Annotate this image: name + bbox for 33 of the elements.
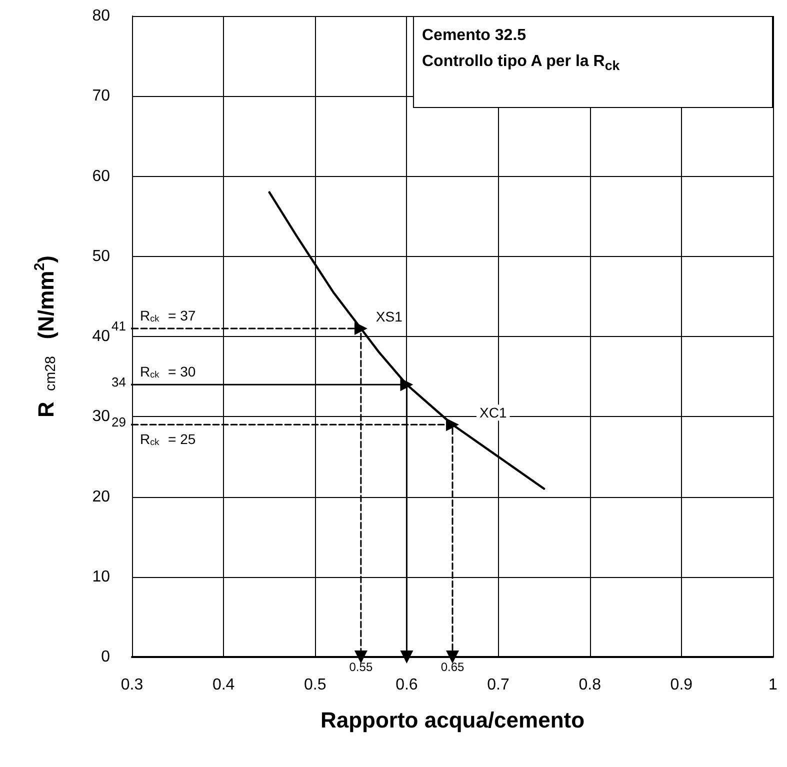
x-tick-label: 0.9	[670, 676, 693, 694]
x-tick-label: 1	[768, 676, 778, 694]
y-tick-label: 40	[92, 328, 110, 345]
y-axis-title: Rcm28 (N/mm2)	[32, 256, 59, 418]
y-tick-label: 50	[92, 248, 110, 265]
y-tick-label: 20	[92, 488, 110, 506]
x-tick-label: 0.8	[578, 676, 602, 694]
x-tick-label: 0.6	[396, 676, 418, 694]
y-tick-label: 60	[92, 168, 110, 185]
point	[400, 378, 414, 392]
y-tick-label: 70	[92, 88, 110, 105]
annotation: XC1	[480, 404, 507, 421]
y-tick-label: 80	[92, 8, 110, 24]
point	[446, 418, 459, 432]
y-tick-label: 10	[92, 568, 110, 586]
annotation: 41	[112, 318, 126, 334]
annotation: Rck = 30	[140, 363, 196, 380]
point	[354, 322, 368, 335]
x-tick-label: 0.4	[212, 676, 235, 694]
annotation: 29	[112, 414, 126, 430]
annotation: Rck = 25	[140, 430, 196, 447]
annotation: XS1	[376, 308, 403, 324]
x-tick-label: 0.5	[304, 676, 326, 694]
annotation: 34	[112, 374, 126, 390]
x-tick-label: 0.7	[487, 676, 510, 694]
annotation: Rck = 37	[140, 307, 196, 324]
title-box: Cemento 32.5 Controllo tipo A per la R$_{ck}$	[413, 16, 773, 108]
x-tick-label: 0.3	[120, 676, 144, 694]
y-tick-label: 30	[92, 408, 110, 426]
y-tick-label: 0	[101, 648, 110, 666]
x-axis-title: Rapporto acqua/cemento	[320, 708, 585, 732]
annotation: 0.65	[440, 660, 464, 674]
annotation: 0.55	[349, 660, 373, 674]
